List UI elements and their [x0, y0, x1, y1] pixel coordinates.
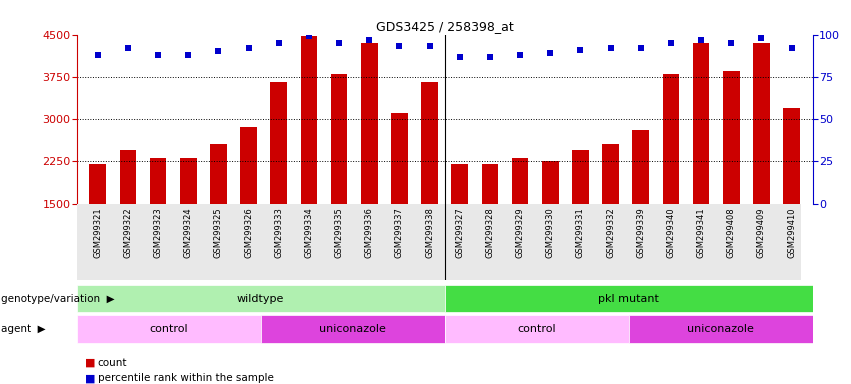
Text: GSM299324: GSM299324 — [184, 207, 192, 258]
Text: GSM299321: GSM299321 — [94, 207, 102, 258]
Bar — [391, 113, 408, 204]
Text: GSM299322: GSM299322 — [123, 207, 133, 258]
FancyBboxPatch shape — [77, 316, 260, 343]
Point — [302, 33, 316, 39]
Text: genotype/variation  ▶: genotype/variation ▶ — [1, 293, 115, 304]
Bar — [511, 159, 528, 204]
Text: GSM299334: GSM299334 — [305, 207, 313, 258]
Bar — [421, 83, 438, 204]
Text: ■: ■ — [85, 373, 95, 383]
Bar — [89, 164, 106, 204]
Text: GSM299337: GSM299337 — [395, 207, 404, 258]
Text: uniconazole: uniconazole — [319, 324, 386, 334]
FancyBboxPatch shape — [444, 285, 813, 313]
Bar — [271, 83, 287, 204]
Text: GSM299409: GSM299409 — [757, 207, 766, 258]
Text: percentile rank within the sample: percentile rank within the sample — [98, 373, 274, 383]
Bar — [180, 159, 197, 204]
Point — [332, 40, 346, 46]
Bar — [723, 71, 740, 204]
Text: GSM299410: GSM299410 — [787, 207, 796, 258]
Point — [574, 47, 587, 53]
Text: GSM299328: GSM299328 — [485, 207, 494, 258]
Text: GSM299330: GSM299330 — [545, 207, 555, 258]
Text: GSM299326: GSM299326 — [244, 207, 253, 258]
Bar — [210, 144, 226, 204]
Point — [423, 43, 437, 50]
FancyBboxPatch shape — [444, 316, 629, 343]
Point — [483, 53, 497, 60]
Bar — [120, 150, 136, 204]
Bar — [240, 127, 257, 204]
Point — [694, 36, 708, 43]
Bar — [783, 108, 800, 204]
Point — [392, 43, 406, 50]
FancyBboxPatch shape — [77, 285, 444, 313]
Point — [724, 40, 738, 46]
Text: GSM299332: GSM299332 — [606, 207, 615, 258]
Text: GSM299336: GSM299336 — [365, 207, 374, 258]
Point — [603, 45, 617, 51]
Bar — [693, 43, 710, 204]
FancyBboxPatch shape — [260, 316, 444, 343]
Text: GSM299339: GSM299339 — [637, 207, 645, 258]
Text: pkl mutant: pkl mutant — [598, 293, 660, 304]
Text: wildtype: wildtype — [237, 293, 284, 304]
Point — [513, 52, 527, 58]
Bar — [542, 161, 558, 204]
Text: GSM299325: GSM299325 — [214, 207, 223, 258]
Point — [544, 50, 557, 56]
Bar — [632, 130, 649, 204]
Point — [785, 45, 798, 51]
Title: GDS3425 / 258398_at: GDS3425 / 258398_at — [376, 20, 513, 33]
Text: GSM299340: GSM299340 — [666, 207, 676, 258]
Bar — [572, 150, 589, 204]
Bar — [663, 74, 679, 204]
Bar — [451, 164, 468, 204]
Text: GSM299323: GSM299323 — [153, 207, 163, 258]
Text: GSM299329: GSM299329 — [516, 207, 524, 258]
Bar — [300, 36, 317, 204]
Bar — [150, 159, 166, 204]
Point — [664, 40, 677, 46]
Point — [453, 53, 466, 60]
Text: GSM299408: GSM299408 — [727, 207, 736, 258]
Point — [242, 45, 255, 51]
Point — [363, 36, 376, 43]
Point — [634, 45, 648, 51]
Point — [272, 40, 286, 46]
Text: GSM299338: GSM299338 — [425, 207, 434, 258]
Text: count: count — [98, 358, 128, 368]
Point — [212, 48, 226, 55]
Bar — [482, 164, 498, 204]
Bar — [331, 74, 347, 204]
Text: GSM299335: GSM299335 — [334, 207, 344, 258]
Point — [121, 45, 134, 51]
Point — [181, 52, 195, 58]
Text: ■: ■ — [85, 358, 95, 368]
Bar — [361, 43, 378, 204]
Text: control: control — [517, 324, 556, 334]
Bar — [753, 43, 769, 204]
FancyBboxPatch shape — [77, 204, 801, 280]
Point — [755, 35, 768, 41]
Text: GSM299331: GSM299331 — [576, 207, 585, 258]
Point — [151, 52, 165, 58]
Text: GSM299327: GSM299327 — [455, 207, 465, 258]
Text: agent  ▶: agent ▶ — [1, 324, 45, 334]
Text: uniconazole: uniconazole — [688, 324, 754, 334]
Point — [91, 52, 105, 58]
Text: GSM299333: GSM299333 — [274, 207, 283, 258]
Bar — [603, 144, 619, 204]
Text: control: control — [149, 324, 188, 334]
FancyBboxPatch shape — [629, 316, 813, 343]
Text: GSM299341: GSM299341 — [697, 207, 705, 258]
